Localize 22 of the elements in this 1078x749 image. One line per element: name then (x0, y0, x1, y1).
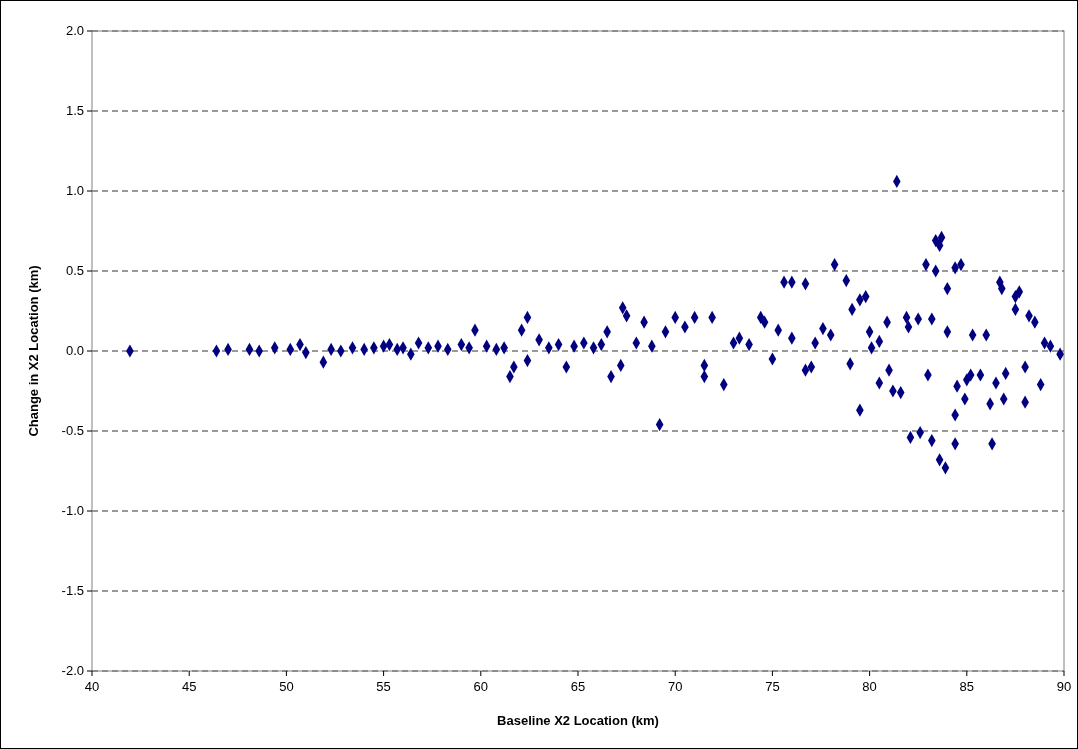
x-tick-label: 80 (862, 679, 877, 694)
x-tick-label: 40 (84, 679, 100, 694)
x-tick-label: 90 (1056, 679, 1072, 694)
y-tick-label: 0.5 (65, 263, 84, 278)
x-tick-label: 60 (473, 679, 489, 694)
x-tick-label: 50 (279, 679, 294, 694)
y-tick-label: 2.0 (65, 23, 84, 38)
x-tick-label: 65 (570, 679, 586, 694)
y-axis-title: Change in X2 Location (km) (26, 265, 41, 437)
x-tick-label: 85 (959, 679, 975, 694)
y-tick-label: 1.0 (65, 183, 84, 198)
x-tick-label: 70 (667, 679, 683, 694)
y-tick-label: -2.0 (61, 663, 84, 678)
y-tick-label: -1.5 (61, 583, 84, 598)
x-tick-label: 55 (376, 679, 391, 694)
y-tick-label: -0.5 (61, 423, 84, 438)
x-tick-label: 45 (181, 679, 197, 694)
y-tick-label: 0.0 (65, 343, 84, 358)
x-axis-title: Baseline X2 Location (km) (497, 713, 659, 728)
y-tick-label: 1.5 (65, 103, 84, 118)
x-tick-label: 75 (765, 679, 780, 694)
y-tick-label: -1.0 (61, 503, 84, 518)
